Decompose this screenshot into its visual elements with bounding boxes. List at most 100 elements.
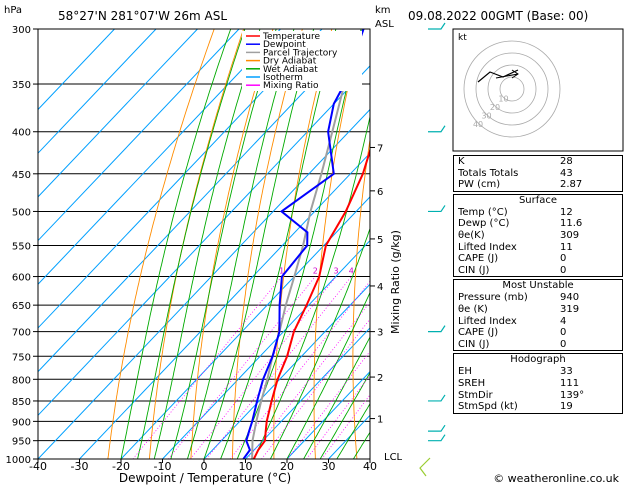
- p-label-800: 800: [12, 375, 31, 386]
- p-label-600: 600: [12, 273, 31, 284]
- p-label-350: 350: [12, 80, 31, 91]
- surface-row: Temp (°C) 12: [454, 207, 622, 219]
- surface-label: CAPE (J): [458, 253, 499, 265]
- isotherm: [38, 108, 370, 459]
- wind-barb-1000: [419, 457, 431, 477]
- isotherm: [38, 29, 240, 242]
- most-unstable-value: 0: [560, 327, 567, 339]
- most-unstable-box: Most Unstable Pressure (mb) 940 θe (K) 319 L…: [453, 279, 623, 352]
- index-row: Totals Totals 43: [454, 168, 622, 180]
- hodograph-stat-label: StmDir: [458, 389, 493, 401]
- most-unstable-row: Pressure (mb) 940: [454, 292, 622, 304]
- index-label: PW (cm): [458, 179, 501, 191]
- x-tick-label-30: 30: [322, 460, 336, 473]
- most-unstable-label: Pressure (mb): [458, 292, 528, 304]
- indices-box: K 28 Totals Totals 43 PW (cm) 2.87: [453, 155, 623, 192]
- p-label-550: 550: [12, 241, 31, 252]
- index-row: K 28: [454, 156, 622, 168]
- hodograph-ring-1: [487, 64, 537, 114]
- mixing-ratio-line: [247, 301, 370, 459]
- dry-adiabat: [352, 136, 370, 459]
- isotherm: [79, 152, 370, 459]
- surface-label: Temp (°C): [458, 206, 508, 218]
- p-label-850: 850: [12, 397, 31, 408]
- km-label-6: 6: [377, 187, 383, 198]
- legend-label-1: Dewpoint: [263, 40, 306, 50]
- indices-panel: K 28 Totals Totals 43 PW (cm) 2.87 Surface Te…: [453, 155, 623, 467]
- hodograph-stat-row: SREH 111: [454, 378, 622, 390]
- km-label-4: 4: [377, 282, 383, 293]
- surface-label: CIN (J): [458, 264, 490, 276]
- mixing-ratio-label-15: 15: [423, 267, 433, 276]
- p-label-300: 300: [12, 25, 31, 36]
- storm-motion-arrow: [495, 69, 519, 79]
- mixing-ratio-line: [321, 394, 370, 459]
- surface-title: Surface: [518, 194, 558, 206]
- x-tick-label--10: -10: [154, 460, 172, 473]
- km-label-2: 2: [377, 373, 383, 384]
- wind-barb-500: [428, 205, 446, 213]
- most-unstable-row: CAPE (J) 0: [454, 327, 622, 339]
- legend-label-3: Dry Adiabat: [263, 57, 317, 67]
- km-unit-label: km: [375, 5, 391, 16]
- p-label-650: 650: [12, 301, 31, 312]
- copyright: © weatheronline.co.uk: [493, 472, 619, 485]
- mixing-ratio-line: [306, 374, 370, 459]
- km-label-1: 1: [377, 415, 383, 426]
- most-unstable-value: 4: [560, 315, 567, 327]
- p-label-950: 950: [12, 437, 31, 448]
- most-unstable-label: θe (K): [458, 303, 488, 315]
- x-tick-label--40: -40: [29, 460, 47, 473]
- surface-row: Lifted Index 11: [454, 242, 622, 254]
- x-tick-label--30: -30: [71, 460, 89, 473]
- wet-adiabat: [186, 29, 295, 459]
- surface-row: Dewp (°C) 11.6: [454, 218, 622, 230]
- asl-unit-label: ASL: [375, 19, 394, 30]
- hodograph-stat-value: 19: [560, 401, 573, 413]
- legend-label-5: Isotherm: [263, 73, 303, 83]
- index-value: 43: [560, 167, 573, 179]
- isotherm: [38, 65, 370, 417]
- surface-value: 11: [560, 241, 573, 253]
- most-unstable-label: CAPE (J): [458, 327, 499, 339]
- mixing-ratio-line: [132, 276, 282, 459]
- wet-adiabat: [120, 29, 232, 459]
- isotherm: [38, 29, 157, 154]
- lcl-label: LCL: [384, 452, 403, 463]
- most-unstable-label: Lifted Index: [458, 315, 517, 327]
- surface-value: 309: [560, 229, 580, 241]
- mixing-ratio-axis-label: Mixing Ratio (g/kg): [389, 230, 402, 334]
- mixing-ratio-line: [287, 350, 370, 459]
- wet-adiabat: [303, 336, 370, 459]
- dry-adiabat: [107, 29, 215, 459]
- dewpoint-line: [242, 29, 365, 459]
- surface-box: Surface Temp (°C) 12 Dewp (°C) 11.6 θe(K) 309…: [453, 193, 623, 278]
- most-unstable-value: 940: [560, 292, 580, 304]
- mixing-ratio-label-6: 6: [371, 267, 376, 276]
- mixing-ratio-label-4: 4: [349, 267, 354, 276]
- surface-label: θe(K): [458, 229, 485, 241]
- legend-label-6: Mixing Ratio: [263, 81, 319, 91]
- p-label-900: 900: [12, 417, 31, 428]
- hodograph-unit: kt: [458, 33, 467, 43]
- dry-adiabat: [231, 29, 303, 459]
- wet-adiabat: [137, 29, 246, 459]
- hodograph-stat-value: 33: [560, 366, 573, 378]
- hodograph-stat-value: 139°: [560, 389, 585, 401]
- hodograph-ring-label-10: 10: [498, 94, 508, 103]
- index-row: PW (cm) 2.87: [454, 179, 622, 191]
- wet-adiabat: [236, 29, 362, 459]
- hodograph-ring-label-40: 40: [473, 120, 483, 129]
- hodograph-ring-label-30: 30: [481, 111, 491, 120]
- dry-adiabat: [625, 29, 629, 459]
- wind-barb-400: [428, 125, 446, 133]
- date-title: 09.08.2022 00GMT (Base: 00): [408, 9, 588, 23]
- mixing-ratio-label-2: 2: [313, 267, 318, 276]
- wet-adiabat: [203, 29, 315, 459]
- isotherm: [245, 327, 370, 459]
- wet-adiabat: [286, 291, 370, 459]
- wet-adiabat: [269, 227, 370, 459]
- mixing-ratio-label-1: 1: [279, 267, 284, 276]
- isotherm: [162, 239, 370, 459]
